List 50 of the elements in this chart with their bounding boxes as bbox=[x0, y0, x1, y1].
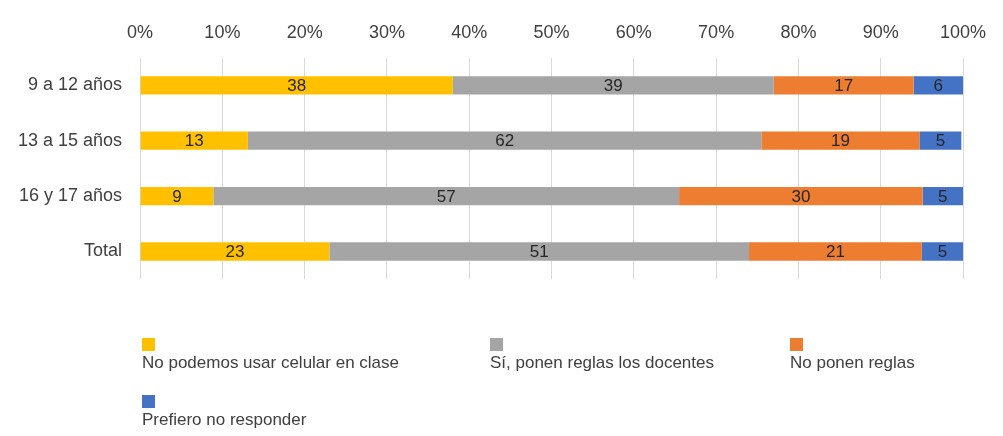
data-label: 21 bbox=[825, 242, 845, 262]
x-tick-label: 30% bbox=[368, 21, 405, 42]
x-tick-label: 80% bbox=[780, 21, 817, 42]
data-label: 51 bbox=[529, 242, 549, 262]
x-tick-label: 50% bbox=[533, 21, 570, 42]
data-label: 5 bbox=[938, 186, 948, 206]
bar bbox=[452, 76, 774, 95]
data-label: 6 bbox=[933, 75, 944, 95]
bar bbox=[247, 131, 762, 150]
data-label: 13 bbox=[184, 131, 204, 151]
data-label: 9 bbox=[172, 186, 182, 206]
x-tick-label: 70% bbox=[698, 21, 735, 42]
bar bbox=[679, 186, 923, 206]
x-tick-label: 40% bbox=[451, 21, 488, 42]
data-label: 62 bbox=[495, 131, 515, 151]
x-tick-label: 0% bbox=[127, 21, 154, 42]
data-label: 38 bbox=[287, 75, 307, 95]
bar bbox=[761, 131, 920, 150]
y-tick-label: 13 a 15 años bbox=[18, 129, 123, 150]
bar bbox=[140, 186, 214, 206]
data-label: 17 bbox=[834, 75, 854, 95]
data-label: 5 bbox=[937, 242, 948, 262]
x-tick-label: 10% bbox=[204, 21, 241, 42]
data-label: 5 bbox=[935, 131, 946, 151]
legend-label: Prefiero no responder bbox=[142, 410, 307, 430]
bar bbox=[913, 76, 963, 95]
data-label: 30 bbox=[791, 186, 811, 206]
data-label: 19 bbox=[830, 131, 850, 151]
bar bbox=[140, 242, 330, 261]
bar bbox=[773, 76, 914, 95]
y-tick-label: 9 a 12 años bbox=[28, 74, 123, 95]
legend-label: No podemos usar celular en clase bbox=[142, 353, 400, 373]
bar bbox=[749, 242, 922, 261]
data-label: 23 bbox=[225, 242, 245, 262]
x-tick-label: 100% bbox=[939, 21, 987, 42]
data-label: 39 bbox=[603, 75, 623, 95]
bar bbox=[329, 242, 750, 261]
y-tick-label: 16 y 17 años bbox=[19, 185, 123, 206]
x-tick-label: 20% bbox=[286, 21, 323, 42]
legend-label: No ponen reglas bbox=[790, 353, 915, 373]
x-tick-label: 60% bbox=[615, 21, 652, 42]
bar bbox=[919, 131, 962, 150]
bar bbox=[140, 131, 248, 150]
x-tick-label: 90% bbox=[862, 21, 899, 42]
data-label: 57 bbox=[436, 186, 456, 206]
y-tick-label: Total bbox=[84, 240, 123, 261]
bar bbox=[213, 186, 680, 206]
bar bbox=[140, 76, 453, 95]
legend-label: Sí, ponen reglas los docentes bbox=[490, 353, 714, 373]
bar bbox=[921, 242, 963, 261]
